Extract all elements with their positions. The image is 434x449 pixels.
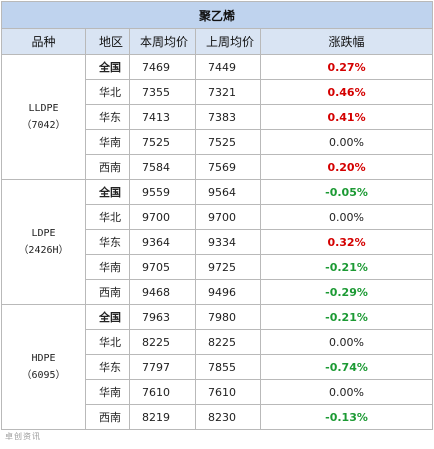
region-cell: 华北 bbox=[85, 204, 130, 230]
this-week-price-cell: 7584 bbox=[129, 154, 196, 180]
region-cell: 华南 bbox=[85, 379, 130, 405]
region-cell: 华南 bbox=[85, 129, 130, 155]
this-week-price-cell: 7469 bbox=[129, 54, 196, 80]
region-cell: 华北 bbox=[85, 79, 130, 105]
product-cell: HDPE （6095） bbox=[1, 304, 86, 430]
this-week-price-cell: 9700 bbox=[129, 204, 196, 230]
last-week-price-cell: 9496 bbox=[195, 279, 261, 305]
region-cell: 华东 bbox=[85, 229, 130, 255]
change-percent-cell: -0.29% bbox=[259, 279, 434, 305]
table-row: 西南 7584 7569 0.20% bbox=[2, 154, 434, 180]
table-row: 华南 9705 9725 -0.21% bbox=[2, 254, 434, 280]
table-row: 华东 9364 9334 0.32% bbox=[2, 229, 434, 255]
this-week-price-cell: 8219 bbox=[129, 404, 196, 430]
change-percent-cell: 0.20% bbox=[259, 154, 434, 180]
region-cell: 西南 bbox=[85, 404, 130, 430]
this-week-price-cell: 7355 bbox=[129, 79, 196, 105]
table-row: LLDPE （7042） 全国 7469 7449 0.27% bbox=[1, 54, 434, 180]
change-percent-cell: -0.21% bbox=[259, 254, 434, 280]
change-percent-cell: -0.13% bbox=[259, 404, 434, 430]
table-title: 聚乙烯 bbox=[0, 1, 434, 29]
table-row: 华北 9700 9700 0.00% bbox=[2, 204, 434, 230]
table-row: 华北 7355 7321 0.46% bbox=[2, 79, 434, 105]
change-percent-cell: 0.46% bbox=[259, 79, 434, 105]
header-last-week: 上周均价 bbox=[195, 28, 261, 55]
region-cell: 华南 bbox=[85, 254, 130, 280]
this-week-price-cell: 9705 bbox=[129, 254, 196, 280]
region-cell: 西南 bbox=[85, 279, 130, 305]
header-region: 地区 bbox=[85, 28, 130, 55]
header-product: 品种 bbox=[1, 28, 86, 55]
this-week-price-cell: 7413 bbox=[129, 104, 196, 130]
last-week-price-cell: 7610 bbox=[195, 379, 261, 405]
region-cell: 全国 bbox=[85, 179, 130, 205]
table-row: 华东 7413 7383 0.41% bbox=[2, 104, 434, 130]
last-week-price-cell: 7525 bbox=[195, 129, 261, 155]
change-percent-cell: -0.05% bbox=[259, 179, 434, 205]
region-cell: 西南 bbox=[85, 154, 130, 180]
last-week-price-cell: 7855 bbox=[195, 354, 261, 380]
change-percent-cell: 0.00% bbox=[259, 379, 434, 405]
change-percent-cell: -0.21% bbox=[259, 304, 434, 330]
change-percent-cell: 0.32% bbox=[259, 229, 434, 255]
this-week-price-cell: 9364 bbox=[129, 229, 196, 255]
table-title-row: 聚乙烯 bbox=[0, 1, 434, 29]
last-week-price-cell: 7321 bbox=[195, 79, 261, 105]
table-row: 西南 8219 8230 -0.13% bbox=[2, 404, 434, 430]
table-row: LDPE （2426H） 全国 9559 9564 -0.05% bbox=[1, 179, 434, 305]
region-cell: 华北 bbox=[85, 329, 130, 355]
header-this-week: 本周均价 bbox=[129, 28, 196, 55]
region-cell: 全国 bbox=[85, 304, 130, 330]
last-week-price-cell: 9725 bbox=[195, 254, 261, 280]
this-week-price-cell: 9559 bbox=[129, 179, 196, 205]
product-code: （7042） bbox=[21, 120, 66, 131]
this-week-price-cell: 9468 bbox=[129, 279, 196, 305]
last-week-price-cell: 9700 bbox=[195, 204, 261, 230]
table-row: 西南 9468 9496 -0.29% bbox=[2, 279, 434, 305]
product-cell: LLDPE （7042） bbox=[1, 54, 86, 180]
product-name: LLDPE bbox=[28, 103, 59, 114]
this-week-price-cell: 7797 bbox=[129, 354, 196, 380]
last-week-price-cell: 9334 bbox=[195, 229, 261, 255]
change-percent-cell: 0.41% bbox=[259, 104, 434, 130]
product-code: （2426H） bbox=[18, 245, 69, 256]
region-cell: 华东 bbox=[85, 104, 130, 130]
change-percent-cell: 0.00% bbox=[259, 329, 434, 355]
this-week-price-cell: 7525 bbox=[129, 129, 196, 155]
table-row: 华南 7525 7525 0.00% bbox=[2, 129, 434, 155]
change-percent-cell: -0.74% bbox=[259, 354, 434, 380]
this-week-price-cell: 8225 bbox=[129, 329, 196, 355]
last-week-price-cell: 8225 bbox=[195, 329, 261, 355]
this-week-price-cell: 7963 bbox=[129, 304, 196, 330]
product-code: （6095） bbox=[21, 370, 66, 381]
watermark-logo: 卓创资讯 bbox=[5, 432, 41, 441]
change-percent-cell: 0.27% bbox=[259, 54, 434, 80]
region-cell: 全国 bbox=[85, 54, 130, 80]
table-row: HDPE （6095） 全国 7963 7980 -0.21% bbox=[1, 304, 434, 430]
price-table: 聚乙烯 品种 地区 本周均价 上周均价 涨跌幅 LLDPE （7042） 全国 746… bbox=[0, 1, 434, 430]
header-change: 涨跌幅 bbox=[259, 28, 434, 55]
last-week-price-cell: 8230 bbox=[195, 404, 261, 430]
change-percent-cell: 0.00% bbox=[259, 129, 434, 155]
change-percent-cell: 0.00% bbox=[259, 204, 434, 230]
product-name: HDPE bbox=[31, 353, 56, 364]
table-header-row: 品种 地区 本周均价 上周均价 涨跌幅 bbox=[1, 28, 434, 55]
table-row: 华南 7610 7610 0.00% bbox=[2, 379, 434, 405]
this-week-price-cell: 7610 bbox=[129, 379, 196, 405]
last-week-price-cell: 7383 bbox=[195, 104, 261, 130]
region-cell: 华东 bbox=[85, 354, 130, 380]
last-week-price-cell: 9564 bbox=[195, 179, 261, 205]
last-week-price-cell: 7569 bbox=[195, 154, 261, 180]
product-cell: LDPE （2426H） bbox=[1, 179, 86, 305]
product-name: LDPE bbox=[31, 228, 56, 239]
last-week-price-cell: 7980 bbox=[195, 304, 261, 330]
last-week-price-cell: 7449 bbox=[195, 54, 261, 80]
